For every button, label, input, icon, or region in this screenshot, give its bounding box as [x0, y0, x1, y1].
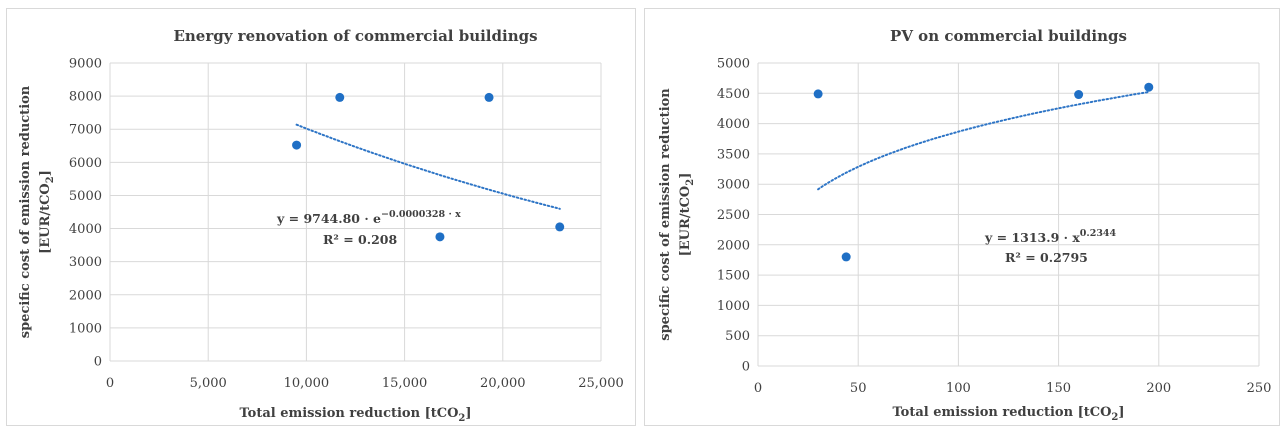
x-tick-label: 5,000 — [190, 376, 227, 391]
x-tick-label: 250 — [1247, 381, 1272, 396]
x-tick-label: 0 — [106, 376, 114, 391]
x-tick-label: 100 — [946, 381, 971, 396]
x-axis-label: Total emission reduction [tCO2] — [892, 405, 1124, 423]
data-point — [1144, 82, 1154, 92]
chart-energy-renovation: Energy renovation of commercial building… — [18, 27, 624, 424]
trendline-r2: R² = 0.2795 — [1005, 250, 1088, 265]
y-tick-label: 3500 — [717, 147, 750, 162]
chart-panel-pv: PV on commercial buildings 0 500 1000 1500 20… — [644, 8, 1280, 426]
x-tick-label: 200 — [1146, 381, 1171, 396]
y-tick-label: 1000 — [69, 321, 102, 336]
y-tick-label: 1000 — [717, 299, 750, 314]
y-gridlines — [758, 62, 1259, 367]
data-point — [335, 92, 345, 102]
data-point — [435, 232, 445, 242]
trendline-r2: R² = 0.208 — [323, 232, 397, 247]
x-gridlines — [109, 63, 602, 361]
chart-title: Energy renovation of commercial building… — [173, 27, 537, 45]
y-tick-label: 4000 — [717, 117, 750, 132]
x-tick-label: 20,000 — [480, 376, 526, 391]
chart-panel-energy-renovation: Energy renovation of commercial building… — [6, 8, 636, 426]
y-tick-label: 3000 — [717, 178, 750, 193]
y-axis-label-line1: specific cost of emission reduction — [18, 85, 33, 338]
y-gridlines — [110, 62, 601, 362]
y-tick-label: 4500 — [717, 87, 750, 102]
chart-pv: PV on commercial buildings05001000150020… — [658, 27, 1272, 423]
x-axis-label: Total emission reduction [tCO2] — [239, 406, 471, 424]
y-tick-label: 8000 — [69, 90, 102, 105]
data-point — [813, 89, 823, 99]
y-tick-label: 5000 — [717, 57, 750, 72]
data-point — [1074, 90, 1084, 100]
trendline-equation: y = 1313.9 · x0.2344 — [984, 228, 1117, 245]
y-tick-label: 2500 — [717, 208, 750, 223]
data-point — [555, 222, 565, 232]
y-tick-label: 4000 — [69, 222, 102, 237]
x-gridlines — [757, 63, 1260, 366]
y-tick-label: 7000 — [69, 123, 102, 138]
data-point — [292, 140, 302, 150]
y-axis-label-line1: specific cost of emission reduction — [658, 88, 673, 341]
y-tick-label: 0 — [742, 360, 750, 375]
trendline — [817, 91, 1150, 191]
data-points — [813, 82, 1154, 262]
chart-title: PV on commercial buildings — [890, 27, 1127, 45]
y-tick-label: 9000 — [69, 57, 102, 72]
y-tick-label: 1500 — [717, 269, 750, 284]
trendline-equation: y = 9744.80 · e−0.0000328 · x — [276, 209, 461, 226]
y-tick-label: 0 — [94, 355, 102, 370]
y-tick-label: 5000 — [69, 189, 102, 204]
x-tick-label: 150 — [1046, 381, 1071, 396]
y-tick-label: 2000 — [717, 238, 750, 253]
trendline — [295, 123, 561, 210]
data-point — [484, 92, 494, 102]
x-tick-label: 10,000 — [284, 376, 330, 391]
y-tick-label: 500 — [725, 329, 750, 344]
x-tick-label: 15,000 — [382, 376, 428, 391]
y-tick-label: 6000 — [69, 156, 102, 171]
data-point — [841, 252, 851, 262]
y-tick-label: 2000 — [69, 288, 102, 303]
x-tick-label: 25,000 — [578, 376, 624, 391]
x-tick-label: 0 — [754, 381, 762, 396]
y-axis-label-line2: [EUR/tCO2] — [678, 173, 696, 257]
y-tick-label: 3000 — [69, 255, 102, 270]
x-tick-label: 50 — [850, 381, 867, 396]
data-points — [292, 92, 565, 242]
y-axis-label-line2: [EUR/tCO2] — [38, 170, 56, 254]
